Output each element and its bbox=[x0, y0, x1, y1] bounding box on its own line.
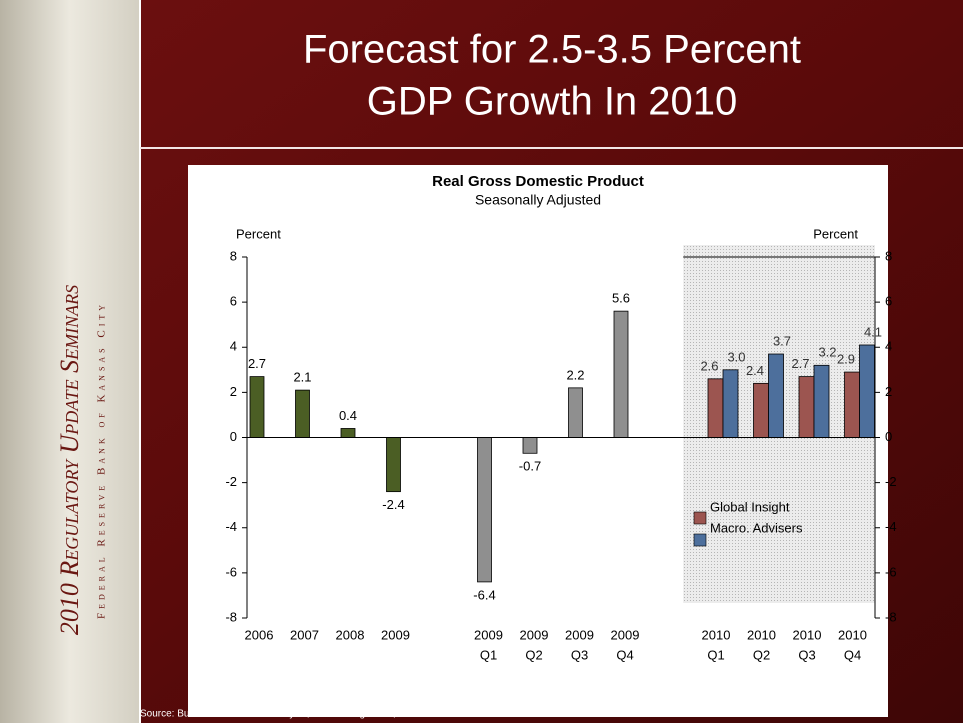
y-tick-label: -8 bbox=[225, 609, 237, 624]
x-tick-label: 2010 bbox=[747, 627, 776, 642]
bar bbox=[295, 389, 310, 438]
x-tick-label: 2009 bbox=[611, 627, 640, 642]
value-label: 2.1 bbox=[293, 370, 311, 385]
y2-tick-label: 0 bbox=[885, 429, 892, 444]
value-label: 2.9 bbox=[837, 352, 855, 367]
legend-swatch bbox=[693, 511, 707, 525]
value-label: 3.2 bbox=[818, 345, 836, 360]
y2-tick-label: -8 bbox=[885, 609, 897, 624]
y2-tick-label: 6 bbox=[885, 294, 892, 309]
x-tick-label: Q1 bbox=[480, 647, 497, 662]
bar bbox=[386, 437, 401, 493]
bar bbox=[722, 369, 739, 438]
x-tick-label: Q1 bbox=[707, 647, 724, 662]
bar bbox=[844, 371, 860, 438]
y2-tick-label: -4 bbox=[885, 519, 897, 534]
x-tick-label: 2009 bbox=[520, 627, 549, 642]
bar bbox=[522, 437, 538, 454]
bar bbox=[249, 376, 265, 438]
bar bbox=[477, 437, 492, 583]
x-tick-label: 2009 bbox=[565, 627, 594, 642]
sidebar-title: 2010 Regulatory Update Seminars bbox=[55, 285, 84, 635]
value-label: 2.7 bbox=[248, 356, 266, 371]
slide-title: GDP Growth In 2010 bbox=[367, 80, 738, 124]
x-tick-label: Q3 bbox=[571, 647, 588, 662]
legend-swatch bbox=[693, 533, 707, 547]
bar bbox=[707, 378, 724, 438]
y-tick-label: 2 bbox=[230, 384, 237, 399]
y-tick-label: -4 bbox=[225, 519, 237, 534]
chart: Real Gross Domestic Product Seasonally Ad… bbox=[225, 173, 896, 662]
value-label: -6.4 bbox=[473, 587, 495, 602]
slide-title: Forecast for 2.5-3.5 Percent bbox=[303, 28, 801, 72]
value-label: -2.4 bbox=[382, 497, 404, 512]
y2-tick-label: 4 bbox=[885, 339, 892, 354]
value-label: 2.6 bbox=[700, 358, 718, 373]
bar bbox=[340, 428, 356, 438]
x-tick-label: Q4 bbox=[616, 647, 633, 662]
y2-tick-label: -2 bbox=[885, 474, 897, 489]
x-tick-label: 2009 bbox=[381, 627, 410, 642]
sidebar bbox=[0, 0, 140, 723]
x-tick-label: Q4 bbox=[844, 647, 861, 662]
bar bbox=[859, 344, 875, 438]
y-tick-label: -2 bbox=[225, 474, 237, 489]
sidebar-subtitle: Federal Reserve Bank of Kansas City bbox=[96, 301, 108, 619]
y-axis-title: Percent bbox=[236, 226, 281, 241]
value-label: 2.4 bbox=[746, 363, 764, 378]
legend-label: Global Insight bbox=[710, 499, 790, 514]
value-label: 2.2 bbox=[566, 367, 584, 382]
value-label: -0.7 bbox=[519, 459, 541, 474]
x-tick-label: 2009 bbox=[474, 627, 503, 642]
chart-subtitle: Seasonally Adjusted bbox=[475, 192, 601, 208]
value-label: 4.1 bbox=[864, 324, 882, 339]
y-tick-label: 6 bbox=[230, 294, 237, 309]
value-label: 0.4 bbox=[339, 408, 357, 423]
y2-tick-label: 8 bbox=[885, 248, 892, 263]
source-note: Source: Bureau of Economic Analysis, Glo… bbox=[140, 709, 510, 720]
y2-axis-title: Percent bbox=[813, 226, 858, 241]
y-tick-label: -6 bbox=[225, 564, 237, 579]
bar bbox=[568, 387, 583, 438]
x-tick-label: 2010 bbox=[702, 627, 731, 642]
value-label: 2.7 bbox=[791, 356, 809, 371]
y2-tick-label: -6 bbox=[885, 564, 897, 579]
y2-tick-label: 2 bbox=[885, 384, 892, 399]
value-label: 5.6 bbox=[612, 291, 630, 306]
bar bbox=[613, 310, 629, 438]
y-tick-label: 0 bbox=[230, 429, 237, 444]
x-tick-label: Q2 bbox=[525, 647, 542, 662]
bar bbox=[813, 364, 830, 438]
x-tick-label: 2010 bbox=[838, 627, 867, 642]
x-tick-label: Q2 bbox=[753, 647, 770, 662]
y-tick-label: 4 bbox=[230, 339, 237, 354]
bar bbox=[753, 382, 769, 438]
bar bbox=[798, 376, 815, 438]
x-tick-label: 2006 bbox=[245, 627, 274, 642]
x-tick-label: 2007 bbox=[290, 627, 319, 642]
y-tick-label: 8 bbox=[230, 248, 237, 263]
chart-title: Real Gross Domestic Product bbox=[432, 173, 644, 190]
x-tick-label: Q3 bbox=[798, 647, 815, 662]
bar bbox=[768, 353, 784, 438]
x-tick-label: 2008 bbox=[336, 627, 365, 642]
value-label: 3.7 bbox=[773, 333, 791, 348]
value-label: 3.0 bbox=[727, 349, 745, 364]
legend-label: Macro. Advisers bbox=[710, 520, 803, 535]
x-tick-label: 2010 bbox=[793, 627, 822, 642]
